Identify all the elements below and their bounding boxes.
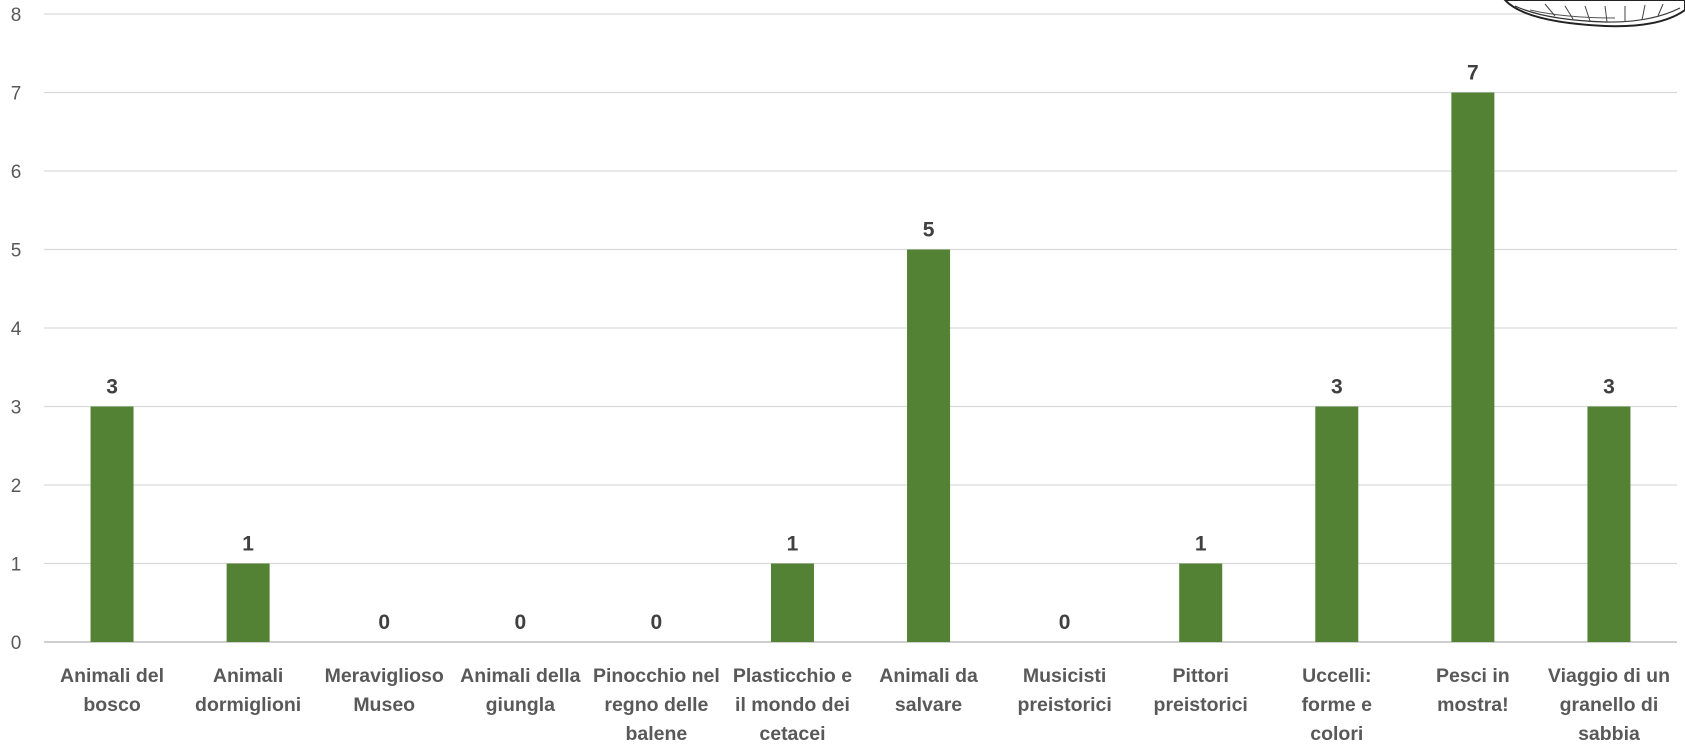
category-label: Plasticchio e il mondo dei cetacei (733, 665, 852, 744)
bar (1451, 92, 1495, 642)
data-label: 3 (1603, 376, 1615, 399)
category-label: Meraviglioso Museo (325, 665, 444, 716)
data-label: 3 (106, 376, 118, 399)
y-tick-label: 0 (11, 633, 22, 654)
x-axis-category-labels: Animali del bosco Animali dormiglioni Meravi… (60, 665, 1670, 744)
y-tick-label: 3 (11, 398, 22, 419)
category-label: Musicisti preistorici (1017, 665, 1111, 716)
y-tick-label: 5 (11, 241, 22, 262)
bar (90, 406, 134, 642)
y-tick-label: 7 (11, 84, 22, 105)
data-label: 0 (378, 611, 390, 634)
data-label: 3 (1331, 376, 1343, 399)
y-tick-label: 4 (11, 319, 22, 340)
seashell-illustration (1503, 0, 1685, 28)
data-label: 1 (787, 533, 799, 556)
bar (1315, 406, 1359, 642)
category-label: Pesci in mostra! (1436, 665, 1510, 716)
category-label: Animali della giungla (460, 665, 580, 716)
bar (907, 249, 951, 642)
bar (770, 563, 814, 642)
y-axis-tick-labels: 0 1 2 3 4 5 6 7 8 (11, 5, 22, 654)
data-labels: 3 1 0 0 0 1 5 0 1 3 7 3 (106, 62, 1615, 635)
bars (90, 92, 1631, 642)
bar (1587, 406, 1631, 642)
category-label: Animali del bosco (60, 665, 164, 716)
y-tick-label: 8 (11, 5, 22, 26)
bar (226, 563, 270, 642)
data-label: 5 (923, 219, 935, 242)
category-label: Animali da salvare (879, 665, 978, 716)
bar (1179, 563, 1223, 642)
y-tick-label: 2 (11, 476, 22, 497)
data-label: 0 (651, 611, 663, 634)
data-label: 1 (242, 533, 254, 556)
data-label: 0 (514, 611, 526, 634)
gridlines (44, 13, 1677, 643)
y-tick-label: 1 (11, 555, 22, 576)
data-label: 0 (1059, 611, 1071, 634)
data-label: 7 (1467, 62, 1479, 85)
y-tick-label: 6 (11, 162, 22, 183)
category-label: Animali dormiglioni (195, 665, 301, 716)
category-label: Viaggio di un granello di sabbia (1548, 665, 1670, 744)
data-label: 1 (1195, 533, 1207, 556)
category-label: Pinocchio nel regno delle balene (593, 665, 720, 744)
category-label: Pittori preistorici (1154, 665, 1248, 716)
category-label: Uccelli: forme e colori (1302, 665, 1373, 744)
